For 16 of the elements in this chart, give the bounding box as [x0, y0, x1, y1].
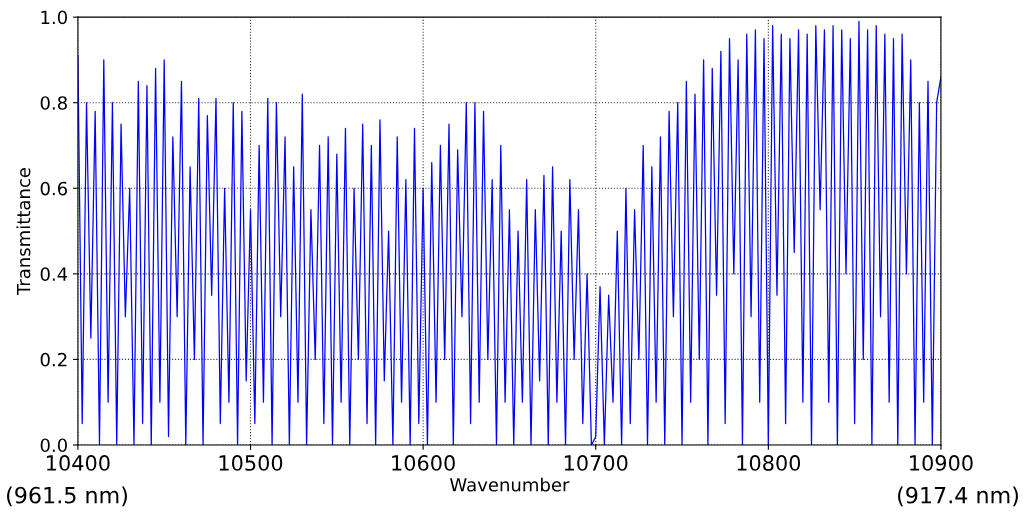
- text: (961.5 nm): [7, 486, 127, 507]
- x-tick-label: 10500: [219, 455, 283, 471]
- x-tick-label: 10400: [47, 455, 110, 471]
- x-tick-label: 10600: [392, 455, 455, 471]
- y-tick-label: 0.0: [40, 438, 67, 453]
- y-tick-label: 0.4: [40, 267, 68, 281]
- x-axis-title: Wavenumber: [450, 477, 570, 492]
- x-tick-label: 10800: [737, 455, 801, 471]
- y-tick-label: 1.0: [41, 10, 67, 25]
- x-tick-label: 10900: [910, 455, 973, 471]
- y-axis-title: Transmittance: [16, 168, 31, 296]
- y-tick-label: 0.2: [40, 352, 67, 367]
- text: (917.4 nm): [898, 486, 1018, 507]
- y-tick-label: 0.6: [40, 181, 68, 196]
- x-tick-label: 10700: [564, 455, 628, 471]
- y-tick-label: 0.8: [40, 96, 67, 110]
